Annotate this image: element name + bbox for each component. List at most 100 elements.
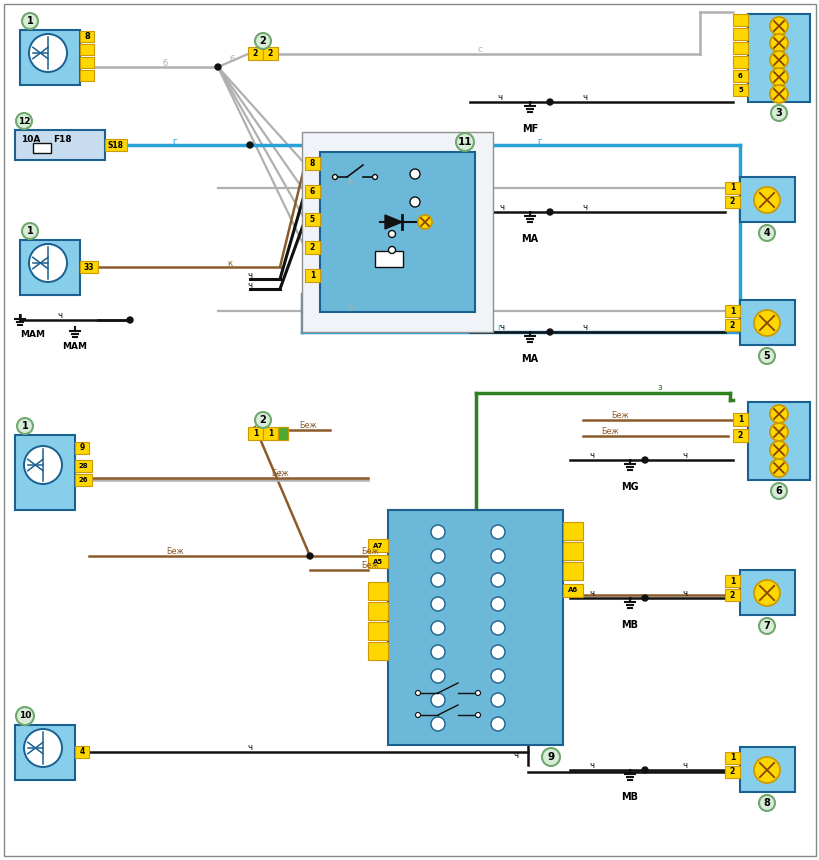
Circle shape [415, 712, 420, 717]
Circle shape [16, 707, 34, 725]
Bar [374, 251, 402, 267]
Text: МАМ: МАМ [62, 342, 88, 351]
Text: 2: 2 [729, 767, 734, 777]
Circle shape [769, 34, 787, 52]
Circle shape [753, 310, 779, 336]
Text: 1: 1 [729, 576, 734, 586]
Circle shape [388, 230, 395, 237]
Text: г: г [173, 137, 177, 145]
Bar [20, 240, 80, 295]
Circle shape [410, 169, 419, 179]
Text: Беж: Беж [299, 421, 316, 431]
Circle shape [410, 197, 419, 207]
Circle shape [431, 549, 445, 563]
Bar [563, 562, 582, 580]
Circle shape [431, 621, 445, 635]
Circle shape [769, 85, 787, 103]
Text: Беж: Беж [271, 469, 288, 477]
Text: ч: ч [589, 760, 594, 770]
Bar [105, 139, 127, 151]
Circle shape [22, 13, 38, 29]
Circle shape [306, 553, 313, 559]
Text: ч: ч [499, 323, 504, 333]
Circle shape [769, 441, 787, 459]
Bar [20, 30, 80, 85]
Text: 1: 1 [268, 429, 273, 438]
Bar [80, 70, 94, 81]
Text: МВ: МВ [621, 620, 638, 630]
Text: 10A: 10A [21, 136, 40, 144]
Text: 2: 2 [260, 36, 266, 46]
Circle shape [769, 17, 787, 35]
Circle shape [546, 99, 552, 105]
Bar [732, 429, 747, 442]
Circle shape [24, 446, 62, 484]
Text: 1: 1 [729, 306, 734, 316]
Text: 1: 1 [26, 16, 34, 26]
Bar [732, 84, 747, 96]
Circle shape [546, 329, 552, 335]
Bar [301, 132, 492, 332]
Text: 2: 2 [729, 321, 734, 329]
Text: Беж: Беж [360, 561, 378, 569]
Text: МВ: МВ [621, 792, 638, 802]
Circle shape [491, 717, 505, 731]
Text: 2: 2 [260, 415, 266, 425]
Circle shape [415, 691, 420, 696]
Bar [739, 747, 794, 792]
Circle shape [255, 412, 270, 428]
Text: 5: 5 [737, 87, 742, 93]
Text: ч: ч [581, 94, 587, 102]
Bar [75, 746, 89, 758]
Text: 2: 2 [252, 49, 258, 58]
Text: з: з [657, 384, 662, 392]
Circle shape [475, 691, 480, 696]
Circle shape [758, 795, 774, 811]
Text: ч: ч [247, 280, 252, 290]
Bar [15, 435, 75, 510]
Text: 1: 1 [737, 415, 742, 424]
Bar [739, 300, 794, 345]
Bar [724, 182, 739, 194]
Bar [368, 602, 387, 620]
Circle shape [491, 669, 505, 683]
Text: Беж: Беж [166, 546, 183, 556]
Text: ч: ч [589, 588, 594, 598]
Circle shape [431, 525, 445, 539]
Circle shape [769, 423, 787, 441]
Bar [247, 47, 263, 60]
Circle shape [491, 525, 505, 539]
Bar [80, 57, 94, 68]
Circle shape [16, 113, 32, 129]
Circle shape [491, 573, 505, 587]
Circle shape [769, 68, 787, 86]
Text: 12: 12 [18, 116, 30, 126]
Bar [563, 542, 582, 560]
Circle shape [641, 767, 647, 773]
Text: Беж: Беж [610, 410, 628, 420]
Text: с: с [477, 45, 482, 53]
Bar [319, 152, 474, 312]
Circle shape [491, 549, 505, 563]
Text: МG: МG [621, 482, 638, 492]
Text: 1: 1 [310, 271, 314, 280]
Circle shape [491, 621, 505, 635]
Text: 2: 2 [729, 198, 734, 206]
Text: 1: 1 [21, 421, 29, 431]
Text: 11: 11 [457, 137, 472, 147]
Bar [732, 413, 747, 426]
Text: 5: 5 [310, 215, 314, 224]
Circle shape [215, 64, 221, 70]
Bar [305, 269, 319, 282]
Bar [724, 752, 739, 764]
Text: 28: 28 [79, 463, 88, 469]
Bar [732, 56, 747, 68]
Text: б: б [347, 180, 352, 188]
Circle shape [127, 317, 133, 323]
Bar [368, 622, 387, 640]
Bar [732, 14, 747, 26]
Bar [80, 44, 94, 55]
Text: 6: 6 [775, 486, 781, 496]
Text: б: б [347, 303, 352, 311]
Circle shape [431, 669, 445, 683]
